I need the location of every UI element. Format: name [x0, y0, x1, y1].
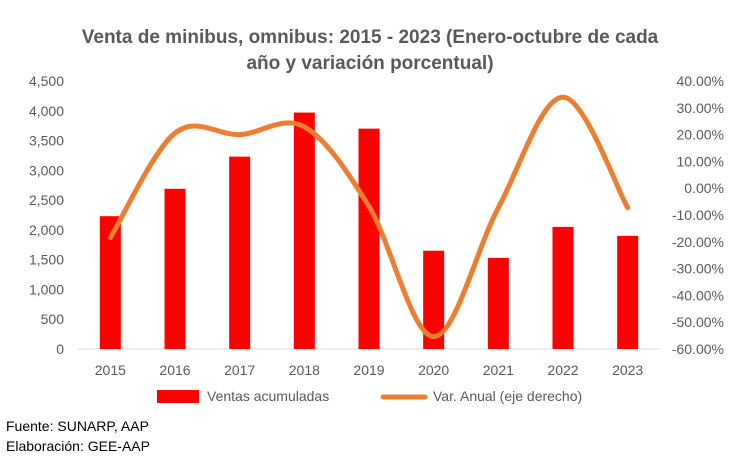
left-axis-tick-label: 2,500 [29, 192, 64, 208]
bar [552, 226, 574, 349]
left-axis-tick-label: 1,500 [29, 252, 64, 268]
right-axis-tick-label: 10.00% [677, 153, 724, 169]
left-axis-tick-label: 3,500 [29, 133, 64, 149]
bar [229, 156, 251, 349]
source-note: Fuente: SUNARP, AAP [6, 418, 149, 434]
left-axis-tick-label: 500 [41, 311, 65, 327]
x-axis-tick-label: 2018 [289, 362, 320, 378]
right-axis-ticks: -60.00% -50.00% -40.00% -30.00% -20.00% -10.0… [672, 73, 724, 357]
legend-bar-swatch [157, 390, 199, 403]
left-axis-tick-label: 4,000 [29, 103, 64, 119]
x-axis-tick-label: 2019 [353, 362, 384, 378]
x-axis-ticks: 2015 2016 2017 2018 2019 2020 2021 2022 2023 [95, 362, 644, 378]
right-axis-tick-label: 0.00% [684, 180, 724, 196]
right-axis-tick-label: 20.00% [677, 127, 724, 143]
right-axis-tick-label: -50.00% [672, 314, 724, 330]
left-axis-tick-label: 2,000 [29, 222, 64, 238]
legend: Ventas acumuladas Var. Anual (eje derech… [157, 388, 582, 404]
left-axis-tick-label: 3,000 [29, 162, 64, 178]
bar [164, 188, 186, 349]
x-axis-tick-label: 2021 [483, 362, 514, 378]
legend-bar-label: Ventas acumuladas [207, 388, 329, 404]
x-axis-tick-label: 2023 [612, 362, 643, 378]
right-axis-tick-label: -10.00% [672, 207, 724, 223]
bar [617, 235, 639, 349]
right-axis-tick-label: -20.00% [672, 234, 724, 250]
line-series [107, 94, 631, 340]
right-axis-tick-label: 40.00% [677, 73, 724, 89]
left-axis-tick-label: 1,000 [29, 281, 64, 297]
x-axis-tick-label: 2020 [418, 362, 449, 378]
x-axis-tick-label: 2022 [547, 362, 578, 378]
bar [358, 128, 380, 349]
bar-series [99, 112, 639, 349]
bar [423, 250, 445, 349]
left-axis-tick-label: 4,500 [29, 73, 64, 89]
legend-line-label: Var. Anual (eje derecho) [433, 388, 582, 404]
right-axis-tick-label: -30.00% [672, 261, 724, 277]
bar [487, 257, 509, 349]
chart-title-line-1: Venta de minibus, omnibus: 2015 - 2023 (… [82, 27, 659, 48]
left-axis-tick-label: 0 [56, 341, 64, 357]
elaboration-note: Elaboración: GEE-AAP [6, 438, 150, 454]
x-axis-tick-label: 2016 [159, 362, 190, 378]
left-axis-ticks: 0 500 1,000 1,500 2,000 2,500 3,000 3,500 4,000 4… [29, 73, 64, 357]
right-axis-tick-label: 30.00% [677, 100, 724, 116]
bar [293, 112, 315, 349]
x-axis-tick-label: 2017 [224, 362, 255, 378]
right-axis-tick-label: -60.00% [672, 341, 724, 357]
x-axis-tick-label: 2015 [95, 362, 126, 378]
right-axis-tick-label: -40.00% [672, 287, 724, 303]
bar [99, 216, 121, 349]
chart-title-line-2: año y variación porcentual) [246, 53, 493, 74]
